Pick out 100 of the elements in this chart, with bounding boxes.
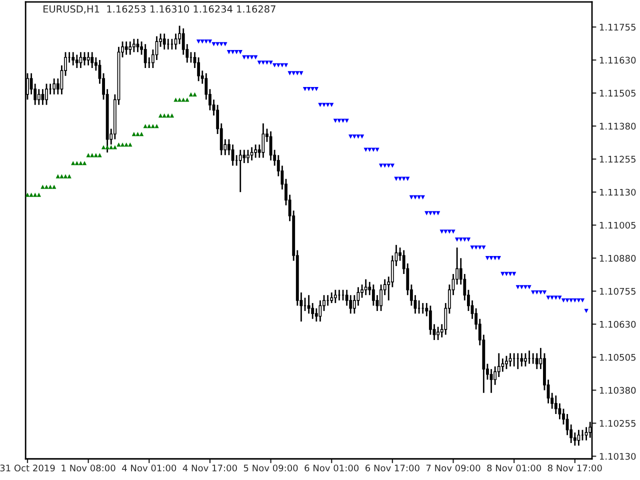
- point: [36, 192, 41, 197]
- y-tick-label: 1.11755: [600, 24, 636, 31]
- x-tick-label: 1 Nov 08:00: [62, 464, 116, 472]
- point: [132, 132, 136, 136]
- y-tick-label: 1.10630: [600, 320, 636, 328]
- x-tick-label: 6 Nov 17:00: [366, 464, 420, 472]
- point: [143, 124, 148, 128]
- candlestick: [242, 149, 246, 164]
- point: [48, 184, 52, 189]
- candlestick: [162, 32, 166, 50]
- point: [128, 142, 132, 147]
- candlestick: [318, 300, 322, 322]
- point: [116, 142, 121, 147]
- x-tick-label: 4 Nov 17:00: [182, 464, 237, 472]
- x-tick-label: 7 Nov 09:00: [426, 464, 480, 472]
- x-tick-label: 8 Nov 01:00: [487, 464, 542, 472]
- point: [120, 142, 125, 147]
- point: [166, 113, 170, 118]
- candlestick: [262, 122, 265, 158]
- y-tick-label: 1.10880: [600, 254, 636, 262]
- candlestick: [124, 40, 128, 56]
- candlestick: [356, 286, 360, 306]
- candlestick: [132, 38, 136, 53]
- candlestick: [250, 146, 254, 162]
- candlestick: [41, 88, 44, 106]
- point: [147, 124, 152, 128]
- point: [40, 184, 45, 189]
- y-tick-label: 1.10505: [600, 354, 636, 361]
- chart-title: EURUSD,H1 1.16253 1.16310 1.16234 1.16287: [44, 5, 276, 14]
- x-tick-label: 6 Nov 01:00: [304, 464, 359, 472]
- point: [192, 92, 197, 96]
- point: [29, 192, 34, 197]
- x-tick-label: 31 Oct 2019: [0, 464, 55, 472]
- candlestick: [380, 284, 382, 312]
- candlestick: [246, 149, 250, 164]
- point: [139, 132, 144, 136]
- candlestick: [144, 43, 147, 69]
- point: [177, 98, 182, 102]
- point: [33, 192, 38, 197]
- candlestick: [128, 40, 132, 56]
- point: [98, 153, 102, 158]
- candlestick: [254, 144, 258, 158]
- point: [74, 160, 79, 166]
- y-tick-label: 1.10130: [600, 452, 636, 460]
- candlestick: [52, 78, 56, 96]
- x-tick-label: 4 Nov 01:00: [122, 464, 176, 472]
- point: [188, 92, 194, 96]
- point: [136, 132, 140, 136]
- point: [52, 184, 56, 189]
- point: [60, 174, 64, 178]
- candlestick: [349, 294, 352, 314]
- y-tick-label: 1.11630: [600, 56, 636, 64]
- candlestick: [334, 289, 337, 304]
- candlestick: [37, 88, 40, 106]
- point: [101, 145, 106, 150]
- candlestick: [535, 352, 538, 370]
- candlestick: [75, 54, 78, 69]
- y-tick-label: 1.11005: [600, 222, 636, 229]
- x-tick-label: 5 Nov 09:00: [244, 464, 298, 472]
- y-tick-label: 1.11505: [600, 90, 636, 97]
- candlestick: [364, 278, 368, 296]
- candlestick: [45, 83, 48, 106]
- point: [82, 160, 87, 166]
- candlestick: [577, 429, 580, 446]
- point: [56, 174, 60, 178]
- y-tick-label: 1.10380: [600, 386, 636, 394]
- candlestick: [436, 326, 440, 341]
- point: [170, 113, 174, 118]
- point: [105, 145, 110, 150]
- point: [94, 153, 98, 158]
- candlestick: [330, 292, 334, 304]
- point: [86, 153, 90, 158]
- point: [71, 160, 76, 166]
- point: [44, 184, 49, 189]
- point: [154, 124, 159, 128]
- y-tick-label: 1.11380: [600, 122, 636, 130]
- point: [67, 174, 72, 178]
- point: [78, 160, 83, 166]
- point: [26, 192, 30, 197]
- candlestick: [508, 352, 512, 368]
- y-tick-label: 1.10255: [600, 420, 636, 427]
- candlestick: [86, 51, 90, 66]
- point: [158, 113, 163, 118]
- candlestick: [238, 149, 242, 193]
- candlestick: [524, 352, 527, 368]
- candlestick: [520, 352, 524, 368]
- y-tick-label: 1.11130: [600, 188, 636, 196]
- point: [124, 142, 128, 147]
- point: [112, 145, 118, 150]
- candlestick: [505, 355, 508, 370]
- point: [150, 124, 156, 128]
- point: [174, 98, 178, 102]
- candlestick: [90, 51, 94, 69]
- point: [63, 174, 68, 178]
- x-tick-label: 8 Nov 17:00: [548, 464, 602, 472]
- candlestick: [584, 426, 588, 442]
- y-tick-label: 1.10755: [600, 288, 636, 295]
- y-tick-label: 1.11255: [600, 156, 636, 163]
- candlestick: [72, 51, 75, 66]
- point: [109, 145, 114, 150]
